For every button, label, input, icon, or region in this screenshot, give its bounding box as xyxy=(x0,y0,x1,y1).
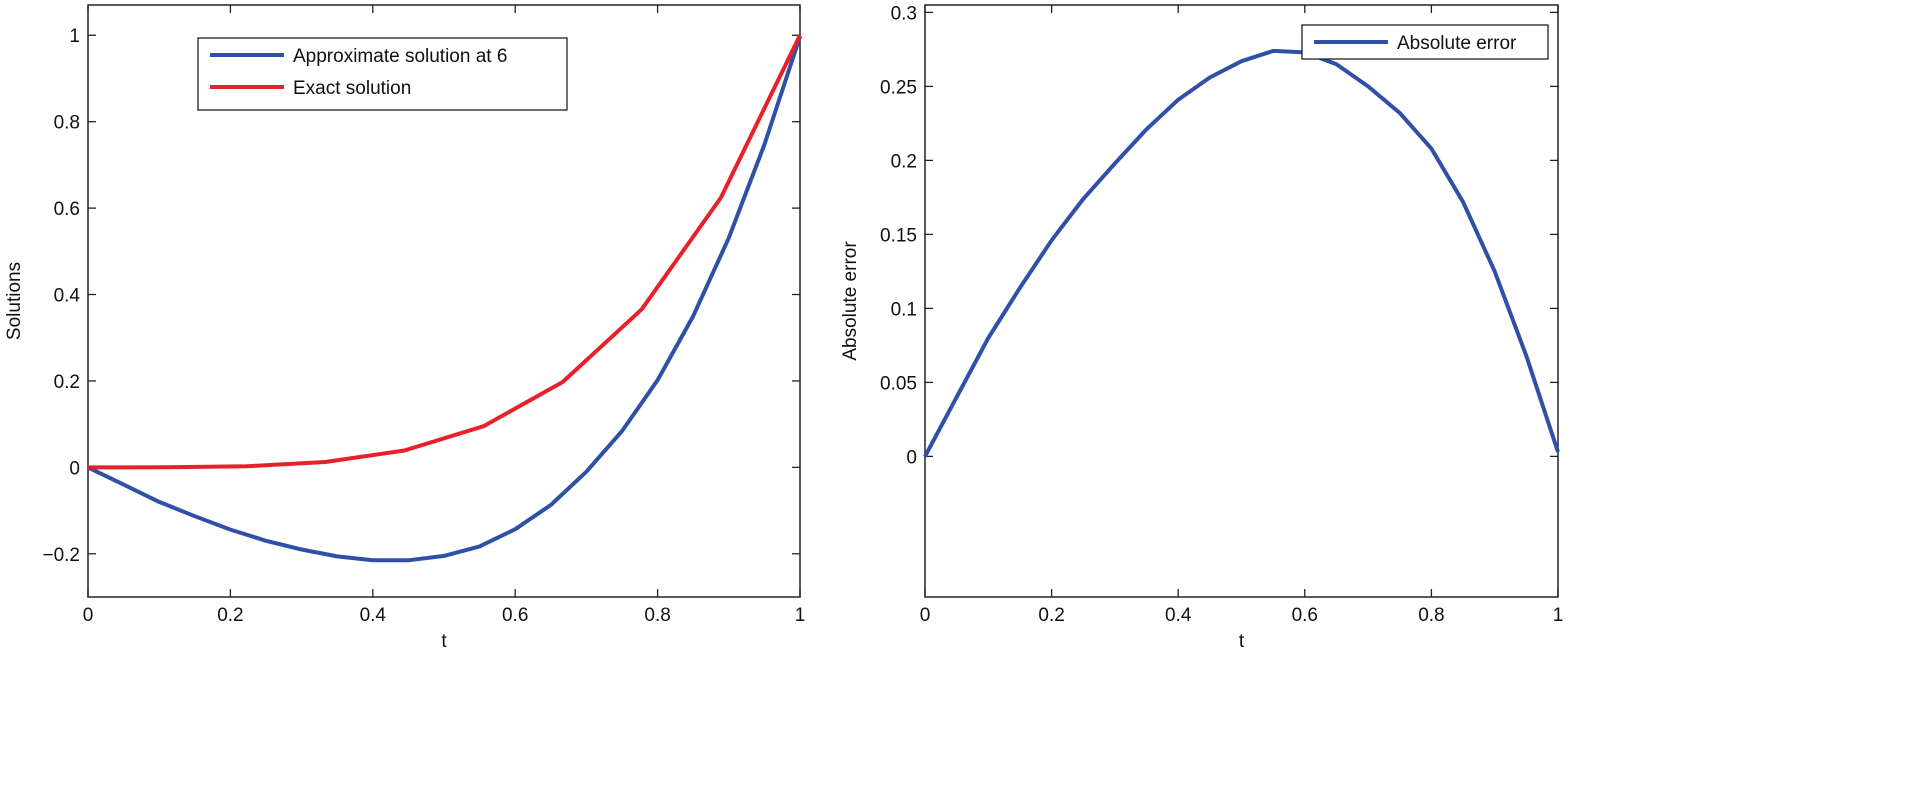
y-tick-label: 0 xyxy=(906,447,917,468)
x-tick-label: 0.6 xyxy=(502,605,528,626)
y-tick-label: 0.05 xyxy=(880,373,917,394)
y-tick-label: 0.15 xyxy=(880,225,917,246)
y-axis-label: Solutions xyxy=(4,262,25,340)
y-tick-label: 0.6 xyxy=(54,199,80,220)
y-tick-label: 0.8 xyxy=(54,113,80,134)
x-tick-label: 0.8 xyxy=(644,605,670,626)
x-tick-label: 1 xyxy=(795,605,806,626)
x-tick-label: 0.2 xyxy=(1038,605,1064,626)
x-tick-label: 0.4 xyxy=(1165,605,1192,626)
x-tick-label: 0 xyxy=(920,605,931,626)
x-tick-label: 0.4 xyxy=(360,605,387,626)
series-line-0 xyxy=(87,35,802,563)
x-tick-label: 1 xyxy=(1553,605,1564,626)
y-axis-label: Absolute error xyxy=(840,241,861,361)
absolute-error-plot: 0 0.2 0.4 0.6 0.8 1 0 0.05 0.1 0.15 0.2 0.25 0.3 t Abs… xyxy=(840,3,1563,652)
x-tick-label: 0.2 xyxy=(217,605,243,626)
y-tick-label: 0.2 xyxy=(891,151,917,172)
legend-box xyxy=(197,37,568,111)
legend-label: Approximate solution at 6 xyxy=(293,46,507,67)
legend-label: Absolute error xyxy=(1397,33,1517,54)
x-tick-label: 0.6 xyxy=(1292,605,1318,626)
y-tick-label: 0.4 xyxy=(54,286,81,307)
y-tick-label: −0.2 xyxy=(42,545,80,566)
series-line-1 xyxy=(87,34,802,470)
y-tick-label: 0.3 xyxy=(891,3,917,24)
x-axis-label: t xyxy=(1239,631,1245,652)
x-axis-label: t xyxy=(441,631,447,652)
x-tick-label: 0.8 xyxy=(1418,605,1444,626)
x-tick-label: 0 xyxy=(83,605,94,626)
y-tick-label: 0.1 xyxy=(891,299,917,320)
y-tick-label: 0.25 xyxy=(880,77,917,98)
y-tick-label: 1 xyxy=(69,26,80,47)
y-tick-label: 0 xyxy=(69,458,80,479)
legend-label: Exact solution xyxy=(293,78,411,99)
axes-frame xyxy=(924,4,1559,598)
y-tick-label: 0.2 xyxy=(54,372,80,393)
series-line-0 xyxy=(923,48,1560,458)
solutions-plot: 0 0.2 0.4 0.6 0.8 1 −0.2 0 0.2 0.4 0.6 0.8 1 t Solutio… xyxy=(4,4,806,652)
